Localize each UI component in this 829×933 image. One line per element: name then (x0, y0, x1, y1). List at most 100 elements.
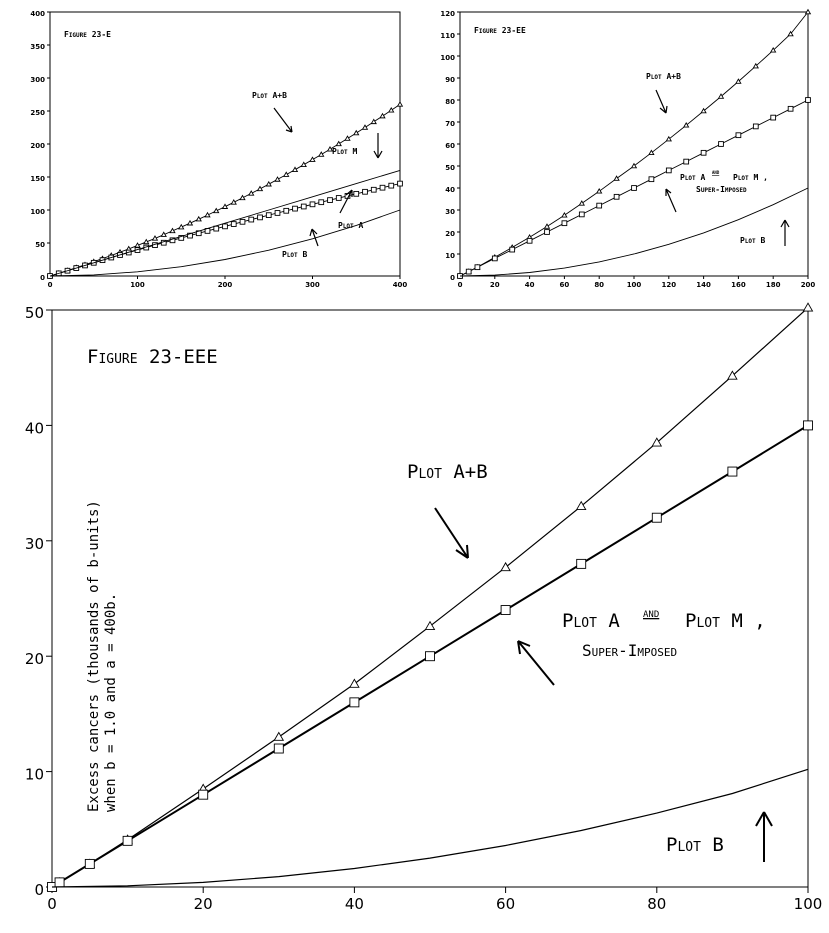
square-marker (300, 203, 307, 210)
x-tick-label: 20 (194, 895, 213, 913)
y-tick-label: 20 (445, 230, 455, 238)
triangle-marker (221, 203, 229, 209)
triangle-marker (335, 140, 342, 147)
triangle-marker (256, 185, 264, 192)
triangle-marker (388, 106, 395, 113)
y-tick-label: 70 (445, 120, 455, 128)
x-tick-label: 0 (47, 895, 57, 913)
square-marker (651, 512, 662, 523)
square-marker (397, 180, 403, 187)
square-marker (349, 697, 360, 708)
triangle-marker (700, 107, 707, 114)
label-plot-ab-23-eee: Plot A+B (407, 461, 488, 483)
y-tick-label: 0 (40, 274, 45, 282)
series-line-plot-a-b (51, 307, 809, 888)
triangle-marker (361, 124, 369, 130)
y-tick-label: 40 (445, 186, 455, 194)
triangle-marker (239, 194, 246, 201)
label-plot-b-23-e: Plot B (282, 250, 307, 259)
square-marker (274, 210, 281, 216)
x-tick-label: 200 (218, 281, 233, 289)
y-tick-label: 350 (30, 43, 45, 51)
triangle-marker (727, 370, 738, 380)
square-marker (54, 877, 65, 888)
square-marker (803, 420, 813, 431)
y-tick-label: 200 (30, 142, 45, 150)
triangle-marker (630, 162, 638, 169)
square-marker (752, 123, 759, 130)
triangle-marker (309, 156, 316, 162)
triangle-marker (596, 187, 603, 194)
series-23-e (46, 101, 404, 279)
triangle-marker (318, 151, 325, 157)
series-line-plot-a-and-plot-m-super-imposed (459, 99, 809, 277)
arrow-icon (755, 811, 773, 862)
triangle-marker (300, 161, 307, 167)
square-marker (248, 216, 255, 223)
triangle-marker (195, 215, 202, 222)
plot-frame-23-e (49, 11, 401, 277)
square-marker (576, 558, 587, 569)
arrow-icon (273, 107, 293, 133)
y-axis-label-line2: when b = 1.0 and a = 400b. (103, 593, 119, 812)
square-marker (292, 205, 298, 212)
x-tick-label: 400 (393, 281, 408, 289)
triangle-marker (752, 62, 759, 69)
y-tick-label: 0 (34, 881, 44, 899)
square-marker (526, 237, 533, 244)
axis-ticks-23-eee: 0 20 40 60 80 100 0 10 20 30 40 50 (25, 304, 822, 913)
square-marker (379, 184, 386, 191)
x-tick-label: 100 (627, 281, 642, 289)
triangle-marker (651, 437, 663, 447)
square-marker (561, 220, 568, 227)
square-marker (631, 185, 637, 191)
arrow-icon (339, 189, 353, 214)
x-tick-label: 100 (130, 281, 145, 289)
square-marker (353, 190, 360, 197)
triangle-marker (353, 129, 360, 136)
series-line-plot-b (459, 187, 809, 277)
x-tick-label: 0 (458, 281, 463, 289)
x-tick-label: 100 (794, 895, 823, 913)
triangle-marker (770, 46, 777, 53)
y-tick-label: 20 (25, 650, 44, 668)
x-tick-label: 180 (766, 281, 781, 289)
square-marker (187, 232, 193, 239)
x-tick-label: 40 (345, 895, 364, 913)
panel-title-23-e: Figure 23-E (64, 30, 111, 39)
square-marker (265, 212, 272, 218)
y-tick-label: 150 (30, 175, 45, 183)
y-axis-label-line1: Excess cancers (thousands of b-units) (86, 500, 102, 812)
square-marker (169, 237, 176, 244)
triangle-marker (683, 121, 690, 128)
triangle-marker (344, 135, 351, 141)
square-marker (613, 193, 620, 200)
triangle-marker (370, 118, 377, 125)
triangle-marker (204, 211, 211, 218)
square-marker (425, 651, 435, 662)
triangle-marker (613, 175, 620, 181)
triangle-marker (169, 227, 176, 234)
label-plot-b-23-ee: Plot B (740, 236, 765, 245)
x-tick-label: 120 (661, 281, 676, 289)
triangle-marker (787, 30, 794, 37)
triangle-marker (500, 561, 511, 572)
label-plot-m-23-e: Plot M (332, 147, 357, 156)
y-tick-label: 400 (30, 10, 45, 18)
triangle-marker (543, 223, 551, 229)
panel-title-23-ee: Figure 23-EE (474, 26, 526, 35)
y-tick-label: 100 (440, 54, 455, 62)
square-marker (257, 214, 263, 221)
triangle-marker (802, 302, 814, 312)
arrows-23-e (273, 107, 383, 247)
label-plot-am-23-ee-a: Plot A (680, 173, 705, 182)
arrows-23-eee (434, 507, 773, 862)
panel-figure-23-ee: 0 20 40 60 80 100 120 140 160 180 200 0 10 20 30 40 50 60… (440, 8, 815, 289)
triangle-marker (283, 171, 290, 177)
panel-title-23-eee: Figure 23-EEE (87, 346, 218, 368)
y-tick-label: 60 (445, 142, 455, 150)
triangle-marker (230, 199, 237, 205)
series-line-plot-a (49, 169, 401, 277)
square-marker (239, 218, 246, 225)
